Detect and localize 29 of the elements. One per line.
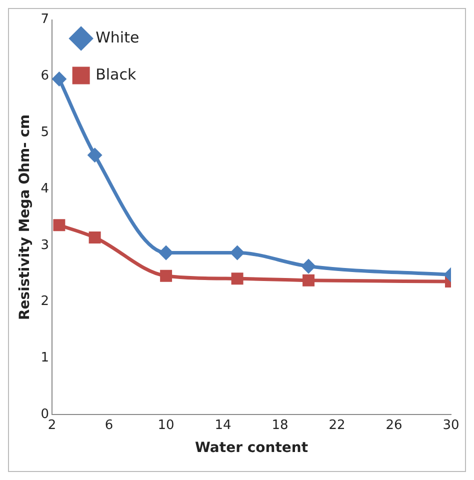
point bbox=[160, 270, 172, 282]
legend-label: Black bbox=[96, 65, 136, 84]
x-axis-title: Water content bbox=[194, 440, 308, 456]
legend-label: White bbox=[96, 28, 140, 46]
y-tick-label: 6 bbox=[40, 68, 50, 84]
point bbox=[159, 246, 173, 260]
point bbox=[302, 274, 315, 286]
x-tick-label: 26 bbox=[386, 418, 402, 433]
point bbox=[302, 260, 316, 274]
x-tick-label: 18 bbox=[272, 418, 288, 433]
point bbox=[53, 219, 66, 232]
y-tick-label: 0 bbox=[40, 406, 50, 422]
y-tick-label: 4 bbox=[40, 181, 50, 196]
y-tick-label: 7 bbox=[40, 12, 50, 28]
x-tick-label: 30 bbox=[442, 418, 460, 433]
x-tick-label: 22 bbox=[328, 418, 346, 433]
x-tick-label: 10 bbox=[158, 418, 174, 433]
point bbox=[231, 272, 244, 285]
point bbox=[52, 72, 66, 86]
point bbox=[88, 232, 101, 244]
point bbox=[88, 148, 102, 162]
x-tick-label: 6 bbox=[104, 418, 114, 433]
y-tick-label: 5 bbox=[40, 124, 50, 140]
point bbox=[230, 246, 244, 260]
y-tick-label: 2 bbox=[40, 294, 50, 310]
y-tick-label: 3 bbox=[40, 238, 50, 253]
y-tick-label: 1 bbox=[40, 350, 50, 366]
y-axis-title: Resistivity Mega Ohm- cm bbox=[17, 114, 34, 320]
x-tick-label: 14 bbox=[214, 418, 232, 433]
